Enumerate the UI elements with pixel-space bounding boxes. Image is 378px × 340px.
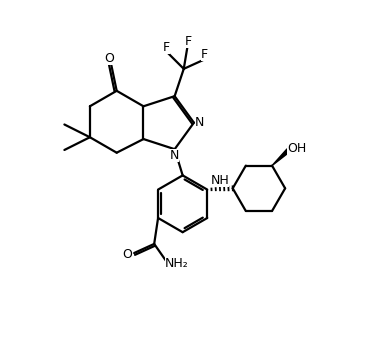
Text: F: F <box>201 48 208 61</box>
Text: NH: NH <box>211 174 229 187</box>
Text: F: F <box>184 35 192 48</box>
Text: N: N <box>170 149 179 162</box>
Text: OH: OH <box>287 142 306 155</box>
Text: F: F <box>163 41 170 54</box>
Text: N: N <box>195 116 204 129</box>
Text: O: O <box>123 248 133 261</box>
Text: NH₂: NH₂ <box>165 257 189 270</box>
Text: O: O <box>104 52 114 65</box>
Polygon shape <box>272 149 290 166</box>
